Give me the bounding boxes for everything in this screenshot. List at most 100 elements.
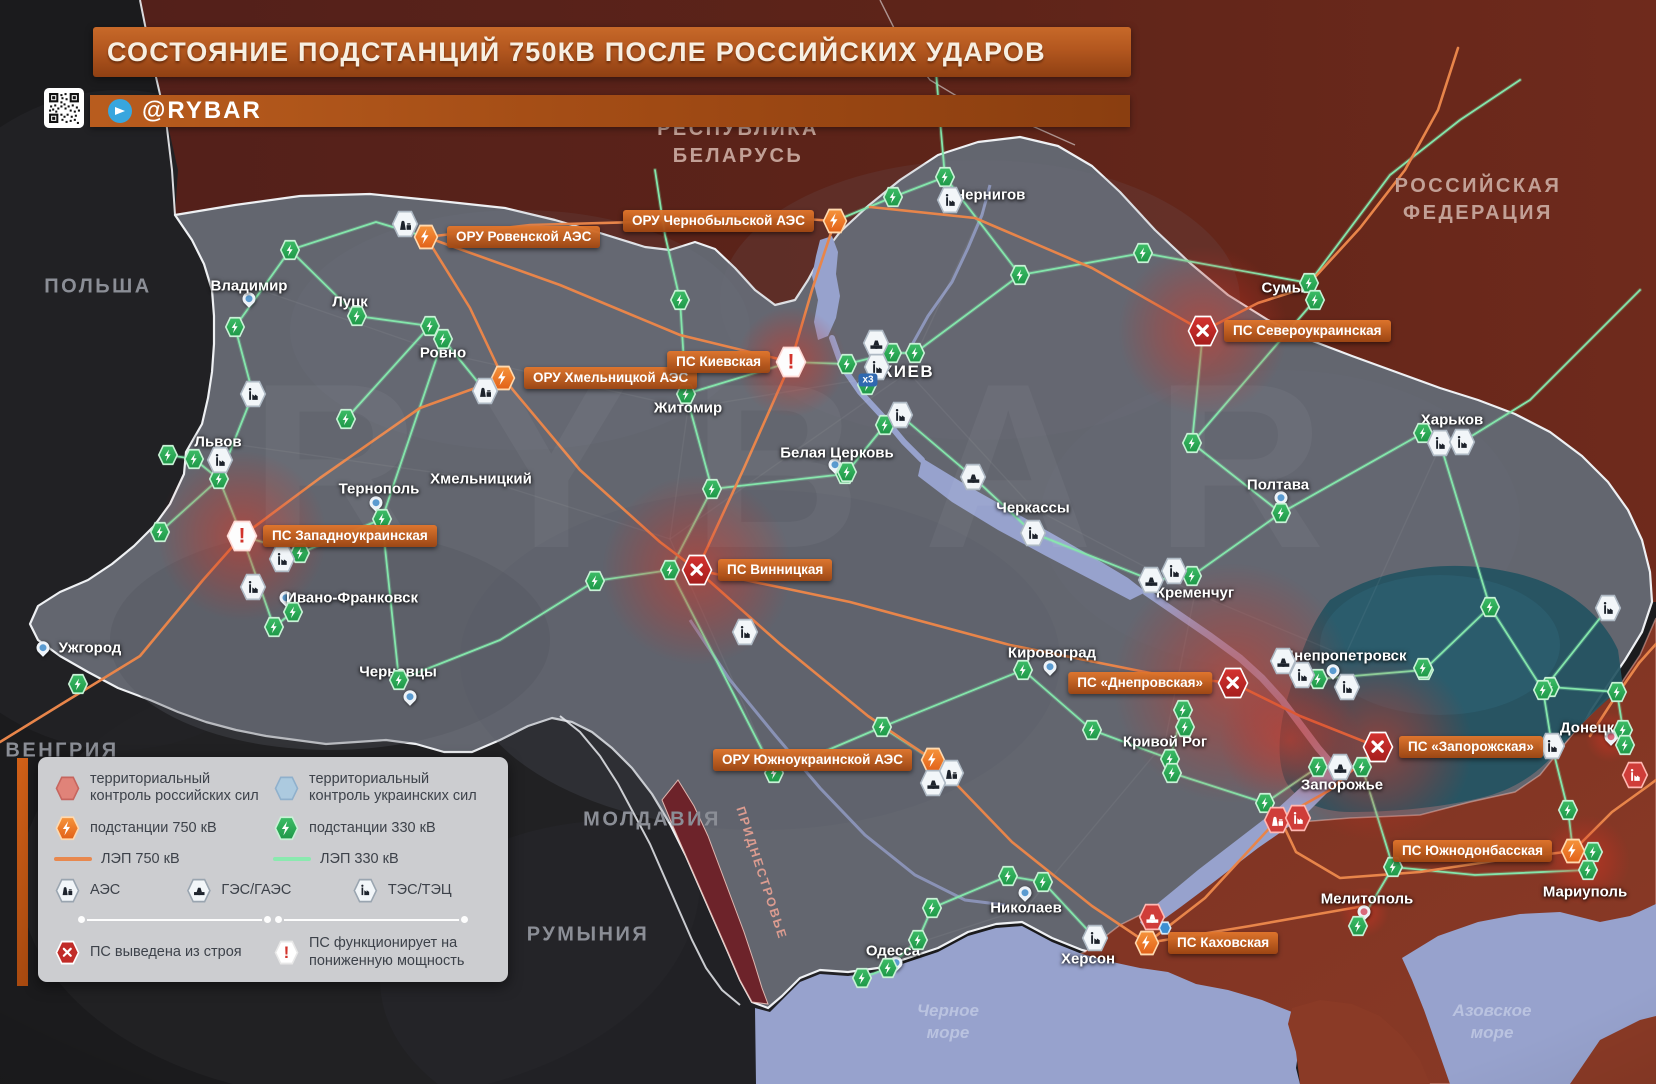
plant-tes-icon — [1160, 557, 1188, 585]
legend-destroyed-label: ПС выведена из строя — [90, 943, 242, 960]
city-label: Кривой Рог — [1122, 733, 1208, 751]
legend-ukrainian-control-icon — [274, 776, 299, 801]
legend-substation-750-label: подстанции 750 кВ — [90, 819, 217, 836]
substation-330-icon — [1161, 762, 1183, 784]
substation-destroyed-icon — [1217, 667, 1249, 699]
legend-ges-icon — [187, 878, 211, 903]
substation-name-badge: ПС Каховская — [1168, 932, 1279, 954]
plant-ges-icon — [959, 463, 987, 491]
city-label: Белая Церковь — [780, 444, 894, 462]
substation-name-badge: ПС Западноукраинская — [263, 525, 437, 547]
substation-330-icon — [1012, 659, 1034, 681]
water-kyiv-reservoir — [812, 236, 840, 340]
channel-banner[interactable]: @RYBAR — [90, 95, 1130, 127]
substation-330-icon — [584, 570, 606, 592]
plant-tes-icon — [1019, 519, 1047, 547]
plant-tes-icon — [1621, 761, 1649, 789]
substation-330-icon — [289, 542, 311, 564]
substation-name-badge: ПС Киевская — [667, 351, 770, 373]
legend-divider — [76, 916, 470, 924]
country-label-russia: РОССИЙСКАЯ ФЕДЕРАЦИЯ — [1394, 175, 1562, 224]
substation-750-icon — [1560, 838, 1586, 864]
city-label: Кировоград — [1007, 644, 1097, 662]
city-label: Чернигов — [954, 186, 1026, 204]
substation-330-icon — [1174, 716, 1196, 738]
substation-330-icon — [836, 353, 858, 375]
plant-tes-icon — [239, 573, 267, 601]
legend-russian-control-label: территориальный контроль российских сил — [90, 771, 259, 805]
substation-destroyed-icon — [1187, 315, 1219, 347]
substation-330-icon — [836, 461, 858, 483]
substation-name-badge: ПС «Запорожская» — [1399, 736, 1543, 758]
plant-tes-icon — [1538, 732, 1566, 760]
substation-name-badge: ОРУ Южноукраинской АЭС — [713, 749, 912, 771]
substation-330-icon — [1606, 681, 1628, 703]
strike-glow — [1220, 670, 1360, 810]
page-title: СОСТОЯНИЕ ПОДСТАНЦИЙ 750КВ ПОСЛЕ РОССИЙС… — [107, 36, 1046, 67]
plant-tes-icon — [886, 401, 914, 429]
substation-reduced-icon: ! — [226, 520, 258, 552]
country-label-moldova: МОЛДАВИЯ — [583, 808, 721, 831]
city-label: Николаев — [990, 899, 1062, 917]
substation-330-icon — [904, 342, 926, 364]
terrain-texture — [290, 210, 750, 450]
region-transnistria — [661, 779, 769, 1005]
substation-330-icon — [1412, 657, 1434, 679]
telegram-icon — [108, 99, 132, 123]
region-crimea — [1288, 1000, 1430, 1084]
legend-lep-330-icon — [273, 857, 311, 862]
legend-lep-750-label: ЛЭП 750 кВ — [101, 850, 180, 867]
plant-tes-icon — [239, 380, 267, 408]
substation-330-icon — [1032, 871, 1054, 893]
substation-330-icon — [1172, 699, 1194, 721]
substation-330-icon — [335, 408, 357, 430]
substation-330-icon — [1307, 756, 1329, 778]
city-label: Черкассы — [996, 499, 1070, 517]
substation-330-icon — [921, 897, 943, 919]
city-label: Сумы — [1261, 279, 1305, 297]
substation-330-icon — [263, 616, 285, 638]
substation-330-icon — [851, 967, 873, 989]
legend-ges-label: ГЭС/ГАЭС — [221, 881, 292, 898]
substation-330-icon — [659, 559, 681, 581]
substation-750-icon — [822, 208, 848, 234]
substation-330-icon — [1614, 734, 1636, 756]
country-label-poland: ПОЛЬША — [44, 275, 152, 298]
plant-tes-icon — [1333, 673, 1361, 701]
legend-aes-label: АЭС — [90, 881, 121, 898]
substation-330-icon — [1304, 289, 1326, 311]
substation-330-icon — [1132, 242, 1154, 264]
substation-330-icon — [1557, 799, 1579, 821]
substation-330-icon — [282, 601, 304, 623]
city-label: Запорожье — [1300, 776, 1384, 794]
city-label: Одесса — [865, 942, 921, 960]
substation-name-badge: ПС Винницкая — [718, 559, 833, 581]
water-azov-sea — [1402, 904, 1656, 1084]
plant-ges-icon — [1326, 753, 1354, 781]
plant-ges-icon — [862, 329, 890, 357]
substation-330-icon — [934, 166, 956, 188]
sea-label-black-sea: Черное море — [917, 1000, 979, 1042]
substation-330-icon — [419, 315, 441, 337]
substation-330-icon — [1582, 841, 1604, 863]
substation-330-icon — [346, 305, 368, 327]
substation-330-icon — [1412, 422, 1434, 444]
city-label: Мариуполь — [1542, 883, 1628, 901]
substation-destroyed-icon — [681, 554, 713, 586]
substation-330-icon — [1270, 502, 1292, 524]
substation-330-icon — [67, 673, 89, 695]
plant-tes-icon — [1594, 594, 1622, 622]
substation-330-icon — [208, 468, 230, 490]
legend-reduced-icon: ! — [274, 940, 299, 965]
substation-330-icon — [1081, 719, 1103, 741]
legend-lep-750-icon — [54, 857, 92, 862]
channel-name: @RYBAR — [142, 97, 262, 124]
substation-330-icon — [881, 342, 903, 364]
substation-330-icon — [1479, 596, 1501, 618]
city-label: Полтава — [1246, 476, 1310, 494]
substation-name-badge: ПС Южнодонбасская — [1392, 840, 1552, 862]
substation-330-icon — [157, 444, 179, 466]
plant-tes-icon — [206, 446, 234, 474]
legend-tes-label: ТЭС/ТЭЦ — [387, 881, 452, 898]
